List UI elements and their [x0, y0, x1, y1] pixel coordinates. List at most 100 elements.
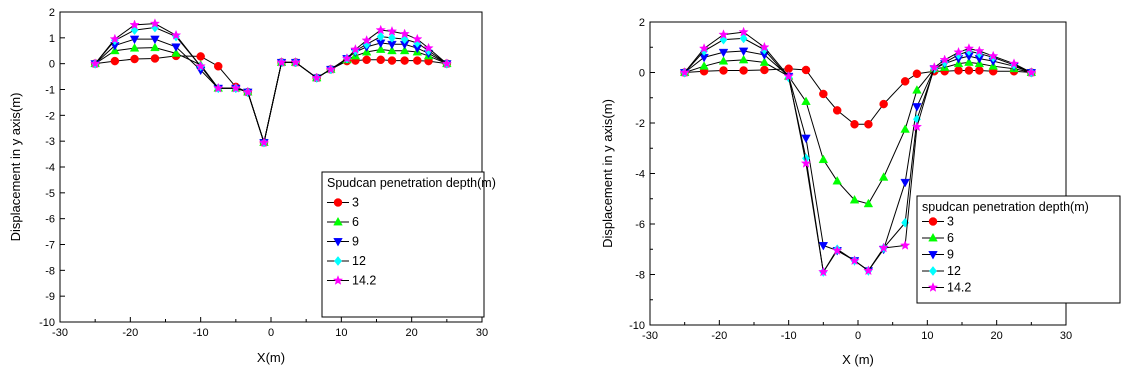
- y-tick-label: 1: [49, 33, 55, 45]
- data-point: [818, 266, 829, 277]
- data-point: [900, 240, 911, 250]
- y-tick-label: -7: [45, 240, 55, 252]
- y-tick-label: -8: [45, 265, 55, 277]
- data-point: [818, 242, 829, 251]
- data-point: [801, 96, 811, 105]
- data-point: [400, 56, 409, 65]
- data-point: [718, 48, 729, 58]
- x-tick-label: -20: [122, 327, 138, 339]
- data-point: [975, 66, 984, 75]
- data-point: [1026, 67, 1037, 77]
- series-14.2: [679, 26, 1037, 277]
- data-point: [412, 33, 423, 44]
- data-point: [375, 24, 386, 35]
- legend-marker: [927, 282, 939, 292]
- data-point: [90, 58, 101, 69]
- legend-item: 12: [327, 254, 366, 268]
- data-point: [341, 53, 353, 63]
- x-tick-label: 20: [406, 327, 418, 339]
- data-point: [195, 60, 206, 71]
- data-point: [376, 44, 386, 53]
- data-point: [988, 50, 999, 61]
- data-point: [819, 89, 828, 99]
- data-point: [879, 99, 888, 109]
- data-point: [719, 66, 728, 75]
- data-point: [376, 31, 385, 42]
- data-point: [423, 42, 434, 53]
- y-tick-label: -8: [635, 270, 645, 282]
- data-point: [738, 26, 749, 37]
- legend-label: 9: [947, 248, 954, 262]
- data-point: [963, 43, 975, 53]
- legend-box: [916, 195, 1121, 304]
- legend-marker: [928, 251, 938, 260]
- data-point: [783, 70, 794, 81]
- series-group: [90, 18, 452, 148]
- x-axis-label: X (m): [842, 352, 874, 367]
- data-point: [760, 65, 769, 75]
- data-point: [110, 56, 120, 66]
- data-point: [832, 245, 843, 255]
- legend-item: 3: [922, 215, 954, 229]
- data-point: [929, 62, 940, 72]
- series-12: [91, 22, 451, 148]
- x-tick-label: 0: [268, 327, 274, 339]
- data-point: [214, 62, 223, 71]
- data-point: [800, 158, 812, 168]
- y-tick-label: -4: [45, 162, 55, 174]
- series-6: [679, 54, 1037, 208]
- legend-marker: [334, 256, 342, 266]
- y-tick-label: -10: [629, 320, 645, 332]
- series-line: [684, 68, 1032, 125]
- data-point: [863, 265, 874, 276]
- legend-item: 12: [922, 264, 961, 278]
- data-point: [718, 56, 729, 65]
- x-tick-label: 10: [335, 327, 347, 339]
- data-point: [242, 86, 253, 97]
- legend-item: 14.2: [327, 274, 376, 288]
- data-point: [399, 45, 410, 55]
- data-point: [801, 65, 811, 75]
- legend-label: 6: [947, 231, 954, 245]
- data-point: [679, 67, 690, 77]
- data-point: [150, 42, 160, 52]
- data-point: [739, 33, 748, 44]
- data-point: [1008, 58, 1020, 69]
- data-point: [954, 66, 963, 75]
- data-point: [759, 41, 770, 52]
- x-tick-label: -20: [711, 330, 727, 342]
- legend-marker: [928, 232, 938, 242]
- legend-label: 6: [352, 215, 359, 229]
- series-9: [90, 35, 452, 148]
- data-point: [878, 172, 889, 181]
- data-point: [387, 45, 397, 55]
- y-tick-label: -1: [45, 85, 55, 97]
- data-point: [350, 44, 361, 54]
- left-chart: -30 -20 -10 0 10 20 30-10-9-8-7-6-5-4-3-2-1012…: [8, 7, 496, 365]
- y-tick-label: 2: [49, 7, 55, 19]
- data-point: [900, 124, 910, 133]
- series-line: [684, 59, 1032, 205]
- data-point: [974, 45, 985, 56]
- series-14.2: [90, 18, 452, 147]
- data-point: [832, 176, 842, 185]
- legend-label: 3: [352, 196, 359, 210]
- data-point: [911, 121, 923, 132]
- legend-label: 12: [947, 264, 961, 278]
- legend-item: 9: [922, 248, 954, 262]
- data-point: [361, 35, 372, 45]
- data-point: [130, 54, 139, 64]
- legend-item: 3: [327, 196, 359, 210]
- data-point: [801, 134, 811, 144]
- data-point: [738, 47, 749, 57]
- y-tick-label: -2: [635, 118, 645, 130]
- data-point: [129, 35, 140, 45]
- data-point: [738, 54, 749, 64]
- data-point: [759, 57, 770, 66]
- data-point: [150, 54, 160, 63]
- x-tick-label: -10: [781, 330, 797, 342]
- series-line: [94, 38, 448, 145]
- data-point: [878, 242, 889, 253]
- data-point: [413, 56, 422, 65]
- y-tick-label: -5: [45, 188, 55, 200]
